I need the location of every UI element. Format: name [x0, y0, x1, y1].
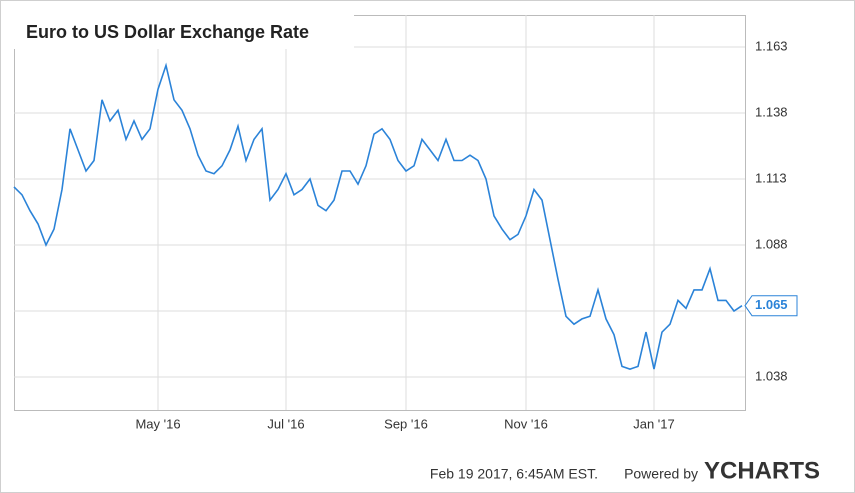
y-tick-label: 1.088	[755, 236, 788, 251]
y-tick-label: 1.038	[755, 368, 788, 383]
x-tick-label: Jul '16	[267, 416, 304, 431]
x-tick-label: May '16	[135, 416, 180, 431]
x-tick-label: Sep '16	[384, 416, 428, 431]
timestamp: Feb 19 2017, 6:45AM EST.	[430, 466, 598, 482]
brand-logo: YCHARTS	[704, 457, 820, 484]
powered-by: Powered by	[624, 466, 698, 482]
y-tick-label: 1.163	[755, 38, 788, 53]
y-tick-label: 1.138	[755, 104, 788, 119]
line	[13, 62, 743, 370]
y-tick-label: 1.113	[755, 170, 787, 185]
x-tick-label: Jan '17	[633, 416, 675, 431]
plot-area	[14, 15, 746, 411]
last-value-flag	[744, 295, 798, 317]
last-value-label: 1.065	[755, 297, 788, 312]
x-tick-label: Nov '16	[504, 416, 548, 431]
chart-title: Euro to US Dollar Exchange Rate	[26, 22, 309, 42]
title-box	[14, 15, 354, 49]
